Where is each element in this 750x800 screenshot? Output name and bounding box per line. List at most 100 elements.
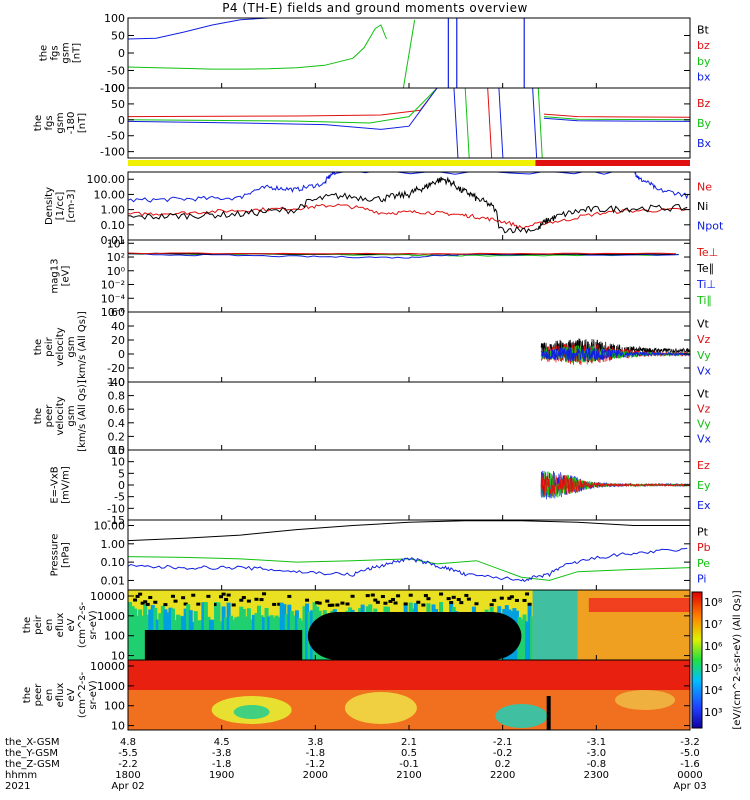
axis-row-value: 2000 bbox=[303, 770, 328, 781]
ytick-label: 1000 bbox=[97, 610, 125, 623]
axis-row-value: -3.0 bbox=[587, 748, 607, 759]
legend-Bz: Bz bbox=[697, 97, 711, 110]
peir-spec-gap bbox=[140, 601, 145, 605]
peir-spec-gap bbox=[375, 600, 380, 604]
fgs2-line-2 bbox=[128, 88, 438, 130]
legend-Vx: Vx bbox=[697, 364, 712, 377]
axis-row-value: -1.2 bbox=[306, 759, 326, 770]
fgs2-spike bbox=[487, 87, 493, 159]
ylabel-line: peir bbox=[33, 614, 44, 634]
ytick-label: 0.01 bbox=[101, 234, 126, 247]
peir-spec-gap bbox=[239, 598, 244, 602]
ytick-label: -50 bbox=[107, 130, 125, 143]
legend-Vz: Vz bbox=[697, 402, 711, 415]
ytick-label: 0.10 bbox=[101, 556, 126, 569]
ylabel-line: sr-eV) bbox=[88, 680, 99, 709]
peir-spec-gap bbox=[380, 595, 385, 599]
legend-Vt: Vt bbox=[697, 318, 710, 331]
legend-Te∥: Te∥ bbox=[696, 262, 714, 275]
peir-spec-gap bbox=[259, 598, 264, 602]
ytick-label: 10 bbox=[111, 456, 125, 469]
fgs-line-by bbox=[128, 24, 387, 70]
ytick-label: 10 bbox=[111, 720, 125, 733]
peer-spec-blob bbox=[344, 692, 417, 724]
panel-bg-peer_vel bbox=[128, 382, 690, 450]
peir-spec-gap bbox=[451, 595, 456, 599]
ylabel-line: Pressure bbox=[50, 534, 61, 577]
axis-row-value: 2.1 bbox=[401, 737, 417, 748]
ylabel-line: [eV] bbox=[61, 266, 72, 287]
peir-spec-gap bbox=[241, 596, 246, 600]
peir-spec-gap bbox=[231, 603, 236, 607]
legend-Ne: Ne bbox=[697, 181, 712, 194]
peir-spec-col bbox=[522, 614, 527, 660]
peir-spec-gap bbox=[143, 600, 148, 604]
peir-spec-gap bbox=[365, 594, 370, 598]
peir-spec-gap bbox=[393, 601, 398, 605]
ytick-label: 100 bbox=[104, 82, 125, 95]
peir-spec-dropout bbox=[144, 630, 303, 660]
peir-spec-gap bbox=[145, 602, 150, 606]
ylabel-line: gsm bbox=[55, 112, 66, 133]
ytick-label: 10² bbox=[107, 251, 125, 264]
peir-spec-gap bbox=[262, 592, 267, 596]
axis-row-label: the_Z-GSM bbox=[5, 759, 60, 770]
ylabel-fgs2: the fgs gsm -180 [nT] bbox=[33, 112, 88, 135]
ytick-label: -100 bbox=[100, 82, 125, 95]
axis-row-value: -0.1 bbox=[399, 759, 419, 770]
ytick-label: 0.10 bbox=[101, 219, 126, 232]
peir-spec-gap bbox=[221, 592, 226, 596]
colorbar-tick: 10³ bbox=[704, 706, 722, 719]
axis-row-value: -5.5 bbox=[118, 748, 138, 759]
pressure-pt bbox=[128, 520, 690, 542]
legend-by: by bbox=[697, 55, 711, 68]
ytick-label: 60 bbox=[111, 306, 125, 319]
ylabel-line: peer bbox=[33, 683, 44, 707]
legend-Vy: Vy bbox=[697, 349, 711, 362]
ylabel-pressure: Pressure [nPa] bbox=[50, 534, 72, 577]
peir-spec-gap bbox=[509, 595, 514, 599]
peir-spec-gap bbox=[426, 597, 431, 601]
date-right: Apr 03 bbox=[673, 781, 706, 792]
ytick-label: -50 bbox=[107, 65, 125, 78]
ylabel-line: [1/cc] bbox=[55, 192, 66, 221]
axis-row-value: 3.8 bbox=[307, 737, 323, 748]
colorbar bbox=[691, 591, 703, 729]
peir-spec-gap bbox=[423, 594, 428, 598]
ytick-label: -100 bbox=[100, 146, 125, 159]
fgs2-line-1 bbox=[128, 88, 438, 124]
legend-Pt: Pt bbox=[697, 526, 709, 539]
peir-spec-gap bbox=[330, 603, 335, 607]
axis-row-value: -3.8 bbox=[212, 748, 232, 759]
legend-Vy: Vy bbox=[697, 418, 711, 431]
peer-spec-blob bbox=[495, 704, 548, 728]
peir-spec-gap bbox=[135, 594, 140, 598]
peir-spec-gap bbox=[226, 593, 231, 597]
ytick-label: 0.4 bbox=[108, 417, 126, 430]
ytick-label: 10⁻² bbox=[101, 279, 125, 292]
axis-row-value: -5.0 bbox=[680, 748, 700, 759]
colorbar-tick: 10⁷ bbox=[704, 618, 722, 631]
ylabel-line: the bbox=[33, 115, 44, 131]
peir-spec-gap bbox=[507, 596, 512, 600]
ytick-label: 100 bbox=[104, 630, 125, 643]
axis-row-value: -2.2 bbox=[118, 759, 138, 770]
efield-line-2 bbox=[540, 473, 690, 497]
ylabel-line: Density bbox=[44, 187, 55, 225]
peir-spec-gap bbox=[514, 598, 519, 602]
legend-Vt: Vt bbox=[697, 387, 710, 400]
fgs-line-bx bbox=[128, 18, 387, 40]
ylabel-peir_spec: the peir en eflux eV (cm^2-s-sr-eV) bbox=[22, 601, 99, 648]
peir-spec-gap bbox=[489, 603, 494, 607]
ylabel-temp: mag13 [eV] bbox=[50, 259, 72, 294]
axis-row-value: 4.5 bbox=[214, 737, 230, 748]
ytick-label: 0.2 bbox=[108, 430, 126, 443]
peir-spec-gap bbox=[391, 598, 396, 602]
peir-spec-gap bbox=[196, 602, 201, 606]
ytick-label: 100 bbox=[104, 12, 125, 25]
peir-spec-gap bbox=[416, 600, 421, 604]
ytick-label: 50 bbox=[111, 98, 125, 111]
peir-spec-gap bbox=[446, 597, 451, 601]
ylabel-line: mag13 bbox=[50, 259, 61, 294]
